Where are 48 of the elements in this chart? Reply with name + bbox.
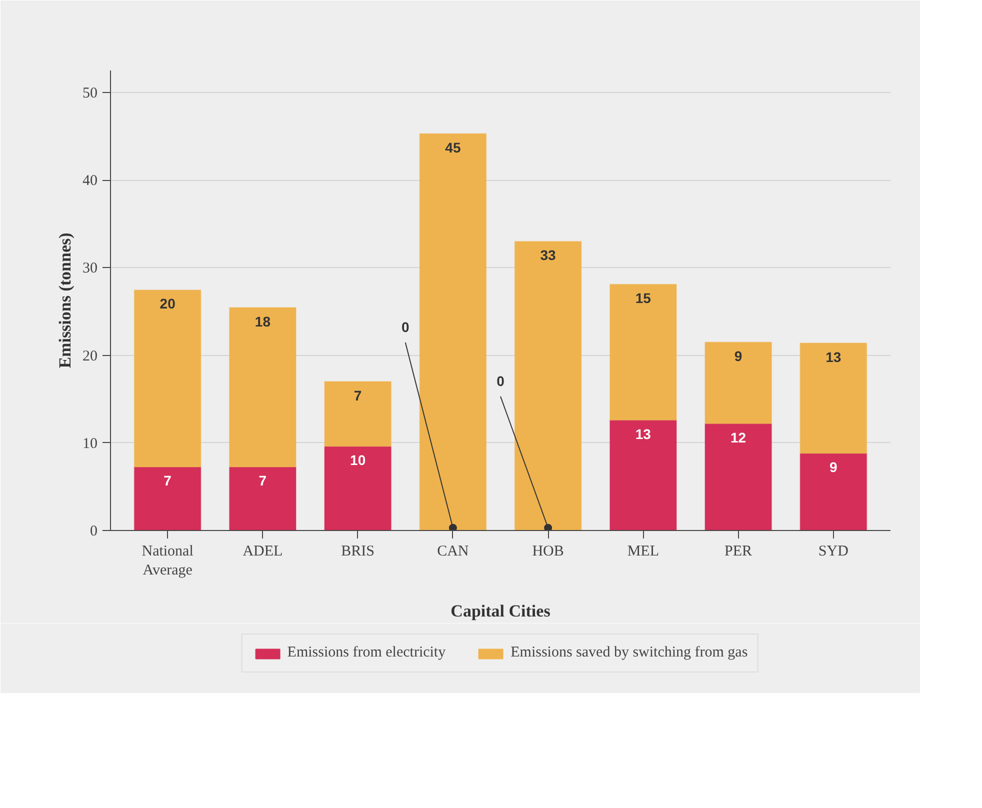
data-label: 33 xyxy=(540,247,556,264)
y-tick-label: 40 xyxy=(82,173,98,190)
bar xyxy=(228,307,296,468)
legend-label: Emissions saved by switching from gas xyxy=(510,644,748,662)
x-tick-label: BRIS xyxy=(341,544,375,560)
x-tick-label: HOB xyxy=(532,544,564,560)
x-tick-label: PER xyxy=(724,544,752,560)
bar xyxy=(800,342,868,454)
bar xyxy=(514,240,582,530)
y-axis-title: Emissions (tonnes) xyxy=(56,232,74,368)
data-label: 13 xyxy=(826,348,842,365)
data-label: 18 xyxy=(254,313,271,330)
bar xyxy=(704,423,772,530)
data-label: 0 xyxy=(401,319,410,336)
data-label: 7 xyxy=(258,472,267,489)
x-tick-label: National Average xyxy=(142,544,194,579)
bar xyxy=(609,420,677,530)
bar xyxy=(800,452,868,530)
data-label: 0 xyxy=(496,372,505,389)
data-label: 10 xyxy=(350,452,366,468)
x-axis-title: Capital Cities xyxy=(450,602,551,621)
x-tick-label: CAN xyxy=(437,544,469,560)
data-label: 45 xyxy=(445,139,461,156)
bar xyxy=(324,446,392,530)
bar xyxy=(609,284,677,421)
y-tick-label: 0 xyxy=(90,524,98,540)
data-label: 20 xyxy=(160,296,176,312)
bar xyxy=(228,466,296,530)
bar xyxy=(134,466,202,530)
y-tick-label: 10 xyxy=(82,436,98,452)
data-label: 7 xyxy=(354,387,362,404)
bar xyxy=(704,342,772,424)
bar xyxy=(324,381,392,447)
x-tick-label: SYD xyxy=(818,544,849,560)
x-tick-label: ADEL xyxy=(242,544,283,560)
x-tick-label: MEL xyxy=(627,544,660,560)
data-label: 9 xyxy=(734,348,742,364)
bar xyxy=(134,289,202,468)
data-label: 13 xyxy=(635,426,652,442)
data-label: 12 xyxy=(730,429,746,446)
y-tick-label: 20 xyxy=(82,348,98,364)
y-tick-label: 30 xyxy=(82,260,98,277)
y-tick-label: 50 xyxy=(82,85,98,102)
bar xyxy=(419,133,487,530)
data-label: 15 xyxy=(635,290,652,306)
legend-label: Emissions from electricity xyxy=(287,644,446,662)
data-label: 7 xyxy=(164,472,172,489)
data-label: 9 xyxy=(830,459,838,476)
